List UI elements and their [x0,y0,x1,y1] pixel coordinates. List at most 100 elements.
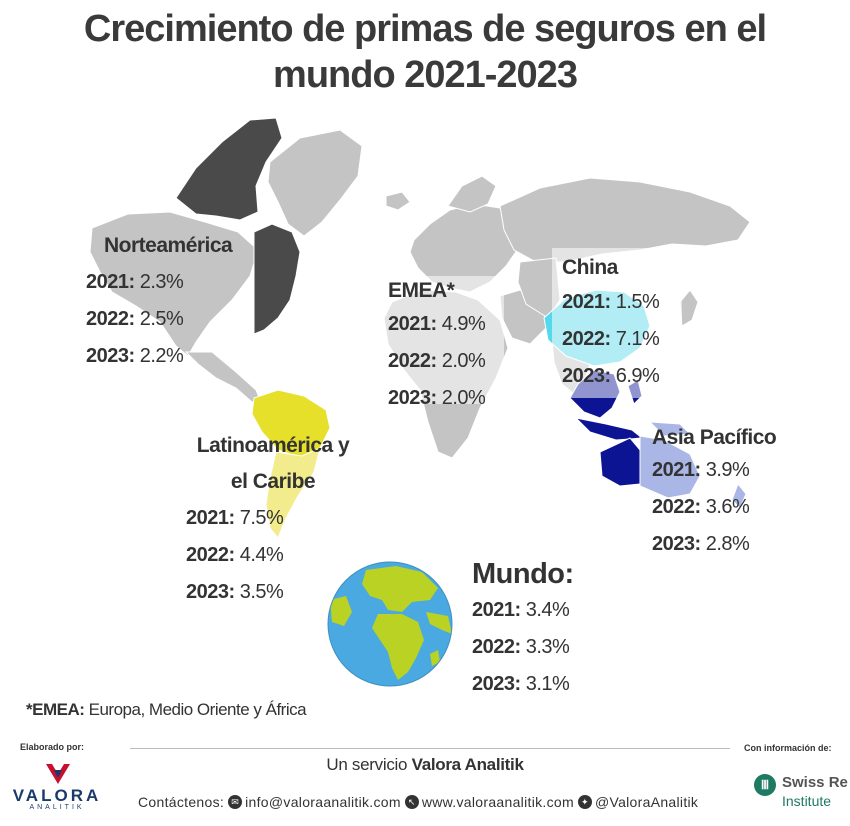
stat-year: 2023: [86,345,135,367]
land-arctic-islands [175,117,283,221]
stat-row: 2021: 3.9% [652,452,776,489]
stat-year: 2022: [562,328,611,350]
twitter-icon: ✦ [577,795,592,809]
stat-value: 4.4% [239,544,284,566]
stat-value: 2.0% [441,387,486,409]
stat-value: 3.5% [239,581,284,603]
region-name: Mundo: [472,558,574,590]
stat-row: 2022: 3.3% [472,629,574,666]
region-name: EMEA* [388,279,455,302]
land-eastern-canada-usa [253,223,301,335]
contact-website[interactable]: www.valoraanalitik.com [421,794,574,810]
swiss-re-icon: Ⅲ [754,774,776,796]
stat-row: 2023: 6.9% [562,358,660,395]
contact-social[interactable]: @ValoraAnalitik [594,794,699,810]
land-russia [499,177,751,263]
stat-year: 2022: [472,636,521,658]
cursor-icon: ↖ [404,795,419,809]
stat-value: 2.2% [139,345,184,367]
service-brand: Valora Analitik [411,755,524,774]
stat-value: 2.8% [705,533,750,555]
partner-name: Swiss Re [782,774,848,791]
partner-sub: Institute [782,793,832,809]
stat-year: 2021: [472,599,521,621]
footnote: *EMEA: Europa, Medio Oriente y África [26,700,307,720]
stat-value: 3.3% [525,636,570,658]
stat-row: 2022: 7.1% [562,321,660,358]
land-japan [679,289,699,327]
stat-value: 2.5% [139,308,184,330]
logo-sub: ANALITIK [29,804,85,811]
stat-row: 2021: 2.3% [86,264,232,301]
stat-value: 4.9% [441,313,486,335]
stat-row: 2023: 2.0% [388,380,486,417]
region-china: China 2021: 1.5% 2022: 7.1% 2023: 6.9% [562,252,660,395]
region-world: Mundo: 2021: 3.4% 2022: 3.3% 2023: 3.1% [472,556,574,703]
land-alaska [89,211,259,357]
region-name: China [562,256,618,279]
stat-value: 3.4% [525,599,570,621]
footnote-text: Europa, Medio Oriente y África [88,700,307,719]
land-scandinavia [447,175,497,213]
stat-year: 2021: [562,291,611,313]
valora-logo-icon [46,764,70,784]
land-indonesia [574,417,644,441]
service-line: Un servicio Valora Analitik [0,755,850,775]
service-prefix: Un servicio [326,755,408,774]
stat-row: 2021: 4.9% [388,306,486,343]
stat-value: 6.9% [615,365,660,387]
region-north-america: Norteamérica 2021: 2.3% 2022: 2.5% 2023:… [86,228,233,375]
map-north-america-dark [175,117,301,335]
region-asia-pacific: Asia Pacífico 2021: 3.9% 2022: 3.6% 2023… [652,424,777,563]
contact-email[interactable]: info@valoraanalitik.com [245,794,401,810]
stat-year: 2022: [86,308,135,330]
logo-name: VALORA [12,786,102,805]
region-name: Norteamérica [104,234,233,257]
world-map [89,117,751,539]
footnote-label: *EMEA: [26,700,85,719]
land-australia-west [599,437,641,487]
stat-value: 7.5% [239,507,284,529]
stat-row: 2023: 3.5% [186,574,358,611]
stat-year: 2023: [562,365,611,387]
map-latam [251,389,331,539]
footer-divider [130,748,730,749]
land-new-guinea [648,421,692,437]
stat-year: 2021: [86,271,135,293]
stat-value: 3.9% [705,459,750,481]
email-icon: ✉ [228,795,243,809]
land-new-zealand [731,483,747,509]
stat-value: 3.6% [705,496,750,518]
contact-label: Contáctenos: [138,794,225,810]
stat-value: 7.1% [615,328,660,350]
stat-year: 2022: [652,496,701,518]
stat-year: 2022: [388,350,437,372]
stat-row: 2021: 1.5% [562,284,660,321]
stat-row: 2022: 3.6% [652,489,776,526]
stat-row: 2023: 2.2% [86,338,232,375]
stat-year: 2021: [388,313,437,335]
land-south-america-south [265,447,321,539]
title-line-2: mundo 2021-2023 [273,54,578,96]
land-australia-east [639,435,701,499]
region-emea: EMEA* 2021: 4.9% 2022: 2.0% 2023: 2.0% [388,276,486,417]
region-name-line-2: el Caribe [230,470,316,493]
stat-year: 2023: [388,387,437,409]
made-by-label: Elaborado por: [20,742,85,752]
stat-value: 3.1% [525,673,570,695]
contact-line: Contáctenos: ✉ info@valoraanalitik.com ↖… [138,794,698,810]
title-line-1: Crecimiento de primas de seguros en el [83,8,767,50]
stat-row: 2022: 4.4% [186,537,358,574]
stat-row: 2022: 2.0% [388,343,486,380]
stat-value: 2.3% [139,271,184,293]
stat-row: 2023: 2.8% [652,526,776,563]
page-title: Crecimiento de primas de seguros en el m… [0,6,850,98]
stat-year: 2023: [652,533,701,555]
stat-value: 1.5% [615,291,660,313]
land-iceland [385,191,411,211]
stat-row: 2022: 2.5% [86,301,232,338]
stat-row: 2021: 3.4% [472,592,574,629]
region-latin-america: Latinoamérica y el Caribe 2021: 7.5% 202… [186,428,358,611]
stat-year: 2023: [186,581,235,603]
stat-year: 2022: [186,544,235,566]
